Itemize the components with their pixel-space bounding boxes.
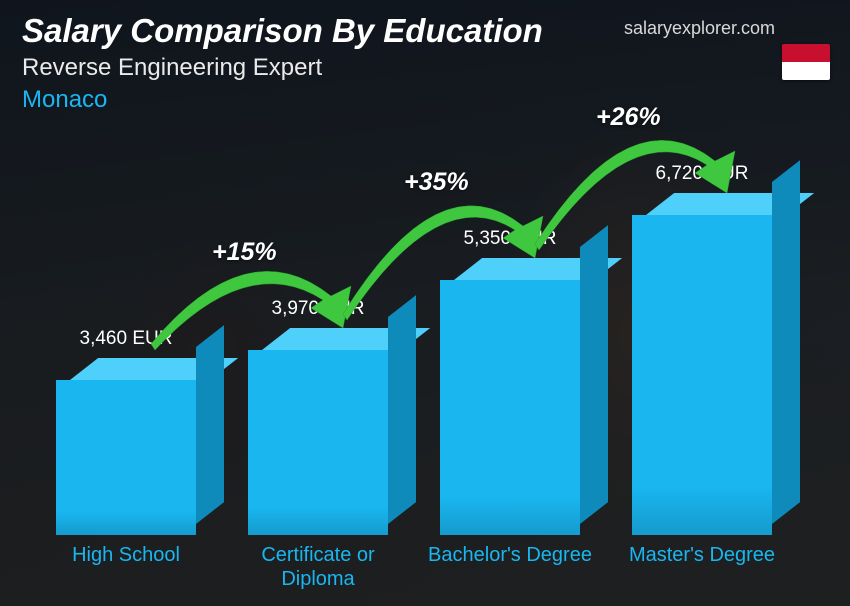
flag-bottom-stripe [782, 62, 830, 80]
chart-container: Salary Comparison By Education Reverse E… [0, 0, 850, 606]
bar-category-label: Bachelor's Degree [414, 543, 606, 591]
bar-category-label: Master's Degree [606, 543, 798, 591]
bar-side-face [580, 225, 608, 524]
bar-category-label: Certificate or Diploma [222, 543, 414, 591]
bar-value-label: 3,460 EUR [30, 328, 222, 350]
bar-front-face [248, 350, 388, 535]
bar-front-face [56, 380, 196, 535]
bar-side-face [196, 325, 224, 524]
bar-value-label: 6,720 EUR [606, 163, 798, 185]
bar-side-face [772, 160, 800, 524]
increase-percent-label: +26% [596, 103, 661, 132]
increase-percent-label: +15% [212, 238, 277, 267]
bar-chart: 3,460 EUR High School 3,970 EUR Certificate… [30, 121, 800, 591]
bar [632, 193, 772, 535]
bar [56, 358, 196, 535]
country-label: Monaco [22, 86, 107, 114]
bar [248, 328, 388, 535]
bar-group: 5,350 EUR Bachelor's Degree [414, 228, 606, 591]
job-subtitle: Reverse Engineering Expert [22, 54, 322, 82]
flag-top-stripe [782, 44, 830, 62]
flag-icon [782, 44, 830, 80]
bar-category-label: High School [30, 543, 222, 591]
bar [440, 258, 580, 535]
bar-group: 3,460 EUR High School [30, 328, 222, 591]
bar-front-face [632, 215, 772, 535]
page-title: Salary Comparison By Education [22, 12, 543, 50]
bar-group: 6,720 EUR Master's Degree [606, 163, 798, 591]
brand-label: salaryexplorer.com [624, 18, 775, 39]
increase-percent-label: +35% [404, 168, 469, 197]
bar-value-label: 3,970 EUR [222, 298, 414, 320]
bar-side-face [388, 295, 416, 524]
bar-value-label: 5,350 EUR [414, 228, 606, 250]
bar-front-face [440, 280, 580, 535]
bar-group: 3,970 EUR Certificate or Diploma [222, 298, 414, 591]
